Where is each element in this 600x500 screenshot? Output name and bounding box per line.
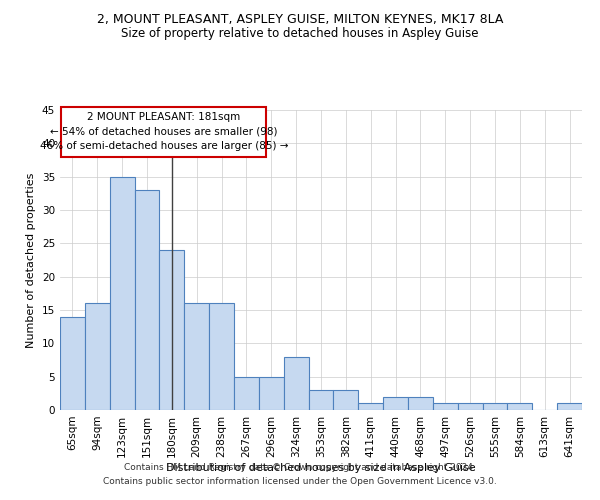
Text: 2 MOUNT PLEASANT: 181sqm: 2 MOUNT PLEASANT: 181sqm bbox=[87, 112, 241, 122]
Text: Size of property relative to detached houses in Aspley Guise: Size of property relative to detached ho… bbox=[121, 28, 479, 40]
X-axis label: Distribution of detached houses by size in Aspley Guise: Distribution of detached houses by size … bbox=[166, 462, 476, 472]
Bar bbox=[482, 404, 508, 410]
Bar bbox=[234, 376, 259, 410]
Bar bbox=[408, 396, 433, 410]
Y-axis label: Number of detached properties: Number of detached properties bbox=[26, 172, 37, 348]
Bar bbox=[110, 176, 134, 410]
Text: Contains HM Land Registry data © Crown copyright and database right 2024.: Contains HM Land Registry data © Crown c… bbox=[124, 464, 476, 472]
Bar bbox=[61, 106, 266, 156]
Bar bbox=[358, 404, 383, 410]
Text: Contains public sector information licensed under the Open Government Licence v3: Contains public sector information licen… bbox=[103, 477, 497, 486]
Bar bbox=[209, 304, 234, 410]
Text: ← 54% of detached houses are smaller (98): ← 54% of detached houses are smaller (98… bbox=[50, 126, 278, 136]
Text: 46% of semi-detached houses are larger (85) →: 46% of semi-detached houses are larger (… bbox=[40, 142, 288, 152]
Bar bbox=[557, 404, 582, 410]
Bar bbox=[85, 304, 110, 410]
Bar bbox=[458, 404, 482, 410]
Bar bbox=[508, 404, 532, 410]
Bar bbox=[308, 390, 334, 410]
Bar bbox=[184, 304, 209, 410]
Bar bbox=[383, 396, 408, 410]
Bar bbox=[134, 190, 160, 410]
Text: 2, MOUNT PLEASANT, ASPLEY GUISE, MILTON KEYNES, MK17 8LA: 2, MOUNT PLEASANT, ASPLEY GUISE, MILTON … bbox=[97, 12, 503, 26]
Bar bbox=[60, 316, 85, 410]
Bar bbox=[433, 404, 458, 410]
Bar bbox=[334, 390, 358, 410]
Bar bbox=[259, 376, 284, 410]
Bar bbox=[160, 250, 184, 410]
Bar bbox=[284, 356, 308, 410]
